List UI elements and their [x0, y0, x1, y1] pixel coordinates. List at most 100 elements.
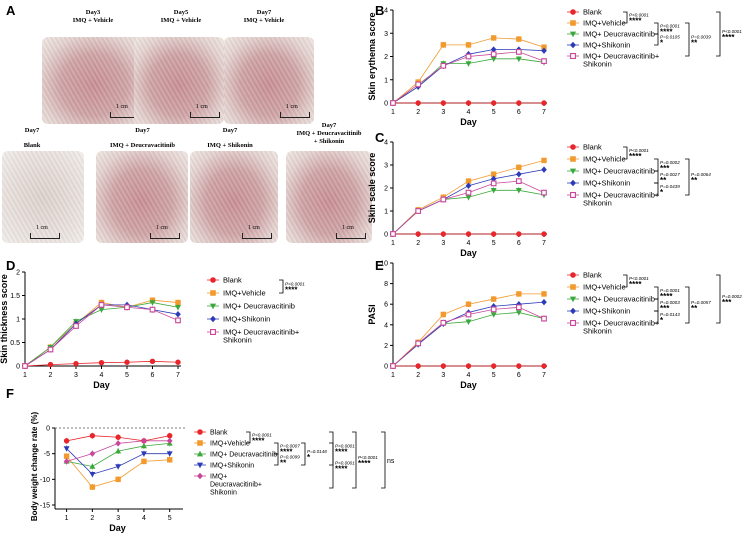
significance-bracket [329, 442, 334, 489]
legend-marker [570, 20, 576, 26]
legend-marker [197, 472, 203, 480]
y-tick-label: -15 [40, 503, 50, 510]
data-point [515, 56, 522, 62]
data-point [490, 35, 497, 41]
photo-title-day: Day7 [222, 127, 238, 134]
photo-day7-blank [2, 151, 84, 243]
x-tick-label: 4 [142, 515, 146, 522]
legend-marker [570, 284, 576, 290]
significance-stars: **** [280, 448, 293, 457]
x-tick-label: 3 [441, 109, 445, 116]
series-line [24, 304, 179, 367]
data-point [515, 178, 522, 184]
x-tick-label: 1 [391, 109, 395, 116]
y-tick-label: 2 [384, 343, 388, 350]
significance-bracket [685, 22, 690, 57]
data-point [141, 458, 147, 465]
photo-title-day: Day7 [24, 127, 40, 134]
significance-bracket [654, 33, 659, 46]
legend-label: Blank [583, 271, 602, 280]
data-point [47, 361, 54, 368]
significance: P<0.0001****P<0.0001****P=0.0105*P=0.003… [623, 11, 742, 57]
legend-label: Blank [223, 276, 242, 285]
legend-label: IMQ+Vehicle [583, 283, 626, 292]
y-tick-label: 1 [384, 77, 388, 84]
x-axis-label: Day [460, 117, 477, 127]
x-tick-label: 1 [23, 372, 27, 379]
data-point [541, 47, 547, 54]
y-tick-label: 1.5 [10, 293, 20, 300]
x-tick-label: 2 [416, 372, 420, 379]
significance-stars: * [307, 453, 311, 462]
photo-title-day: Day7 [135, 127, 150, 134]
data-point [115, 476, 121, 483]
significance-stars: ** [691, 304, 698, 313]
x-tick-label: 6 [517, 240, 521, 247]
data-point [465, 231, 472, 237]
legend-label: Shikonin [583, 60, 612, 69]
x-tick-label: 2 [416, 240, 420, 247]
series-deuc [63, 440, 173, 470]
data-point [440, 196, 447, 203]
y-tick-label: 8 [384, 281, 388, 288]
x-tick-label: 5 [125, 372, 129, 379]
x-tick-label: 1 [391, 240, 395, 247]
scale-bar [280, 112, 310, 118]
significance-stars: *** [660, 164, 670, 173]
p-value: P=0.0105 [660, 35, 680, 40]
legend-label: IMQ+ [210, 474, 227, 481]
data-point [516, 363, 522, 369]
data-point [140, 451, 147, 457]
y-tick-label: 0.5 [10, 340, 20, 347]
p-value: P<0.0001 [335, 461, 355, 466]
series-combo [390, 48, 547, 106]
legend-label: IMQ+Vehicle [210, 441, 250, 448]
p-value: P=0.0007 [280, 444, 300, 449]
legend-marker [209, 303, 217, 310]
data-point [465, 311, 472, 318]
y-tick-label: 0 [384, 101, 388, 108]
legend-marker [196, 462, 204, 469]
legend-label: Blank [583, 8, 602, 17]
x-axis-label: Day [93, 380, 110, 390]
legend-marker [569, 168, 577, 175]
significance-stars: **** [335, 465, 348, 474]
scale-label: 1 cm [248, 225, 260, 231]
y-tick-label: 2 [16, 270, 20, 277]
data-point [490, 100, 497, 106]
significance-stars: ns [387, 458, 395, 465]
photo-title: Day3 IMQ + Vehicle [52, 9, 134, 25]
data-point [63, 458, 70, 465]
data-point [141, 437, 147, 444]
y-axis-label: Skin thickness score [0, 274, 9, 364]
legend-label: IMQ+ Deucravacitinib+ [583, 191, 660, 200]
panel-label-b: B [375, 3, 385, 18]
p-value: P<0.0001 [252, 433, 272, 438]
series-blank [390, 363, 547, 369]
significance-bracket [654, 310, 659, 324]
photo-title-group: IMQ + Vehicle [160, 17, 202, 24]
data-point [490, 296, 497, 302]
legend-marker [570, 272, 576, 278]
significance-stars: ** [691, 39, 698, 48]
data-point [73, 360, 79, 367]
series-combo [63, 437, 173, 465]
legend-label: IMQ+ Deucravacitinib [223, 302, 295, 311]
legend: Blank IMQ+Vehicle IMQ+ Deucravacitinib IMQ+… [567, 271, 660, 336]
scale-bar [336, 233, 366, 239]
data-point [175, 305, 181, 311]
photo-title-group: IMQ + Deucravacitinib [109, 142, 176, 149]
legend-label: IMQ+Shikonin [583, 41, 630, 50]
scale-label: 1 cm [36, 225, 48, 231]
data-point [516, 231, 522, 237]
data-point [465, 189, 472, 196]
data-point [465, 178, 472, 184]
x-tick-label: 3 [441, 240, 445, 247]
series-blank [390, 100, 547, 106]
x-tick-label: 5 [492, 109, 496, 116]
significance-stars: **** [629, 280, 642, 289]
legend: Blank IMQ+Vehicle IMQ+ Deucravacitinib IMQ+… [567, 8, 660, 69]
photo-title-day: Day5 [173, 9, 189, 16]
significance-stars: ** [691, 176, 698, 185]
